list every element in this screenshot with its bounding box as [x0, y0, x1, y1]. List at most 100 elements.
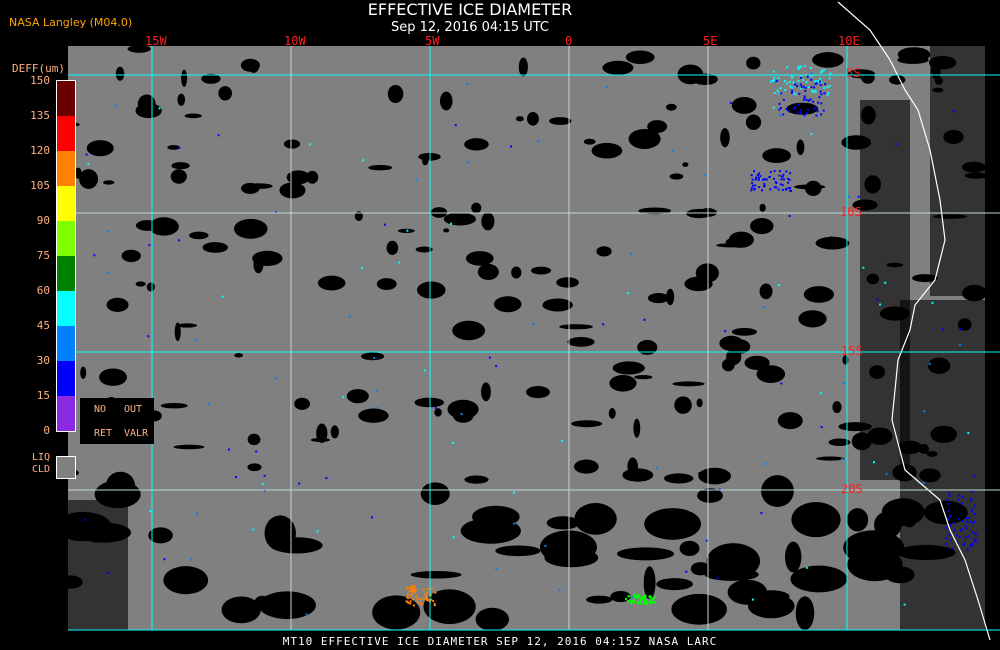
ice-pixel — [773, 91, 776, 94]
clear-sky-patch — [744, 355, 770, 370]
ice-pixel — [163, 558, 166, 561]
clear-sky-patch — [254, 595, 271, 610]
ice-pixel — [753, 188, 756, 191]
clear-sky-patch — [316, 423, 328, 444]
ice-pixel — [761, 189, 764, 192]
clear-sky-patch — [656, 578, 693, 591]
ice-pixel — [513, 522, 516, 525]
clear-sky-patch — [628, 128, 661, 149]
ice-pixel — [753, 170, 756, 173]
ice-pixel — [672, 149, 675, 152]
ice-pixel — [820, 426, 823, 429]
org-label: NASA Langley (M04.0) — [9, 16, 133, 29]
ice-pixel — [876, 298, 879, 301]
ice-pixel — [884, 281, 887, 284]
ice-pixel — [805, 81, 808, 84]
ice-pixel — [87, 162, 90, 165]
ice-pixel — [773, 170, 776, 173]
ice-pixel — [967, 431, 970, 434]
clear-sky-patch — [184, 113, 202, 119]
ice-pixel — [759, 175, 762, 178]
ice-pixel — [806, 108, 809, 111]
clear-sky-patch — [798, 310, 827, 328]
map-title: EFFECTIVE ICE DIAMETER — [367, 0, 573, 19]
ice-pixel — [895, 143, 898, 146]
ice-pixel — [718, 488, 721, 491]
clear-sky-patch — [612, 361, 645, 375]
ice-pixel — [945, 537, 948, 540]
color-bar-segment — [57, 186, 75, 221]
ice-pixel — [819, 83, 822, 86]
ice-pixel — [814, 90, 817, 93]
clear-sky-patch — [387, 84, 404, 104]
ice-pixel — [947, 502, 950, 505]
ice-pixel — [419, 597, 422, 600]
ice-pixel — [885, 473, 888, 476]
clear-sky-patch — [596, 246, 612, 257]
ice-pixel — [780, 382, 783, 385]
clear-sky-patch — [647, 120, 668, 133]
liq-label: LIQ — [32, 452, 51, 463]
color-bar-segment — [57, 291, 75, 326]
ice-pixel — [407, 597, 410, 600]
ice-pixel — [433, 604, 436, 607]
clear-sky-patch — [306, 170, 319, 184]
ice-pixel — [781, 175, 784, 178]
ice-pixel — [787, 181, 790, 184]
clear-sky-patch — [647, 292, 670, 304]
ice-pixel — [630, 596, 633, 599]
clear-sky-patch — [420, 482, 450, 505]
ice-pixel — [642, 594, 645, 597]
ice-pixel — [799, 76, 802, 79]
ice-pixel — [788, 214, 791, 217]
clear-sky-patch — [386, 240, 399, 256]
clear-sky-patch — [731, 96, 757, 114]
clear-sky-patch — [252, 250, 283, 266]
ice-pixel — [406, 229, 409, 232]
ice-pixel — [377, 406, 380, 409]
ice-pixel — [411, 585, 414, 588]
ice-pixel — [942, 328, 945, 331]
clear-sky-patch — [900, 300, 1000, 630]
ice-pixel — [806, 75, 809, 78]
ice-pixel — [957, 517, 960, 520]
clear-sky-patch — [586, 595, 613, 604]
ice-pixel — [412, 598, 415, 601]
clear-sky-patch — [633, 418, 641, 438]
ice-pixel — [775, 186, 778, 189]
lat-label-20s: 20S — [841, 482, 863, 496]
ice-pixel — [957, 498, 960, 501]
ice-pixel — [799, 87, 802, 90]
ice-pixel — [762, 178, 765, 181]
ice-pixel — [804, 86, 807, 89]
ice-pixel — [275, 377, 278, 380]
clear-sky-patch — [682, 162, 689, 167]
ice-pixel — [348, 315, 351, 318]
ice-pixel — [812, 107, 815, 110]
clear-sky-patch — [127, 45, 151, 53]
ice-pixel — [790, 189, 792, 192]
ice-pixel — [792, 107, 795, 110]
clear-sky-patch — [786, 102, 819, 115]
ice-pixel — [965, 517, 968, 520]
clear-sky-patch — [861, 71, 875, 84]
ice-pixel — [466, 82, 469, 85]
ice-pixel — [467, 161, 470, 164]
ice-pixel — [776, 89, 779, 92]
ice-pixel — [828, 77, 831, 80]
clear-sky-patch — [793, 184, 826, 190]
ice-pixel — [724, 330, 727, 333]
ice-pixel — [799, 109, 802, 112]
ice-pixel — [799, 66, 802, 69]
ice-pixel — [788, 80, 791, 83]
ice-pixel — [815, 114, 818, 117]
ice-pixel — [775, 80, 778, 83]
clear-sky-patch — [511, 266, 522, 279]
ice-pixel — [842, 382, 845, 385]
legend-tick: 45 — [36, 319, 50, 332]
ice-pixel — [963, 542, 966, 545]
ice-pixel — [777, 188, 780, 191]
color-bar-segment — [57, 361, 75, 396]
clear-sky-patch — [86, 140, 114, 157]
ice-pixel — [782, 98, 785, 101]
